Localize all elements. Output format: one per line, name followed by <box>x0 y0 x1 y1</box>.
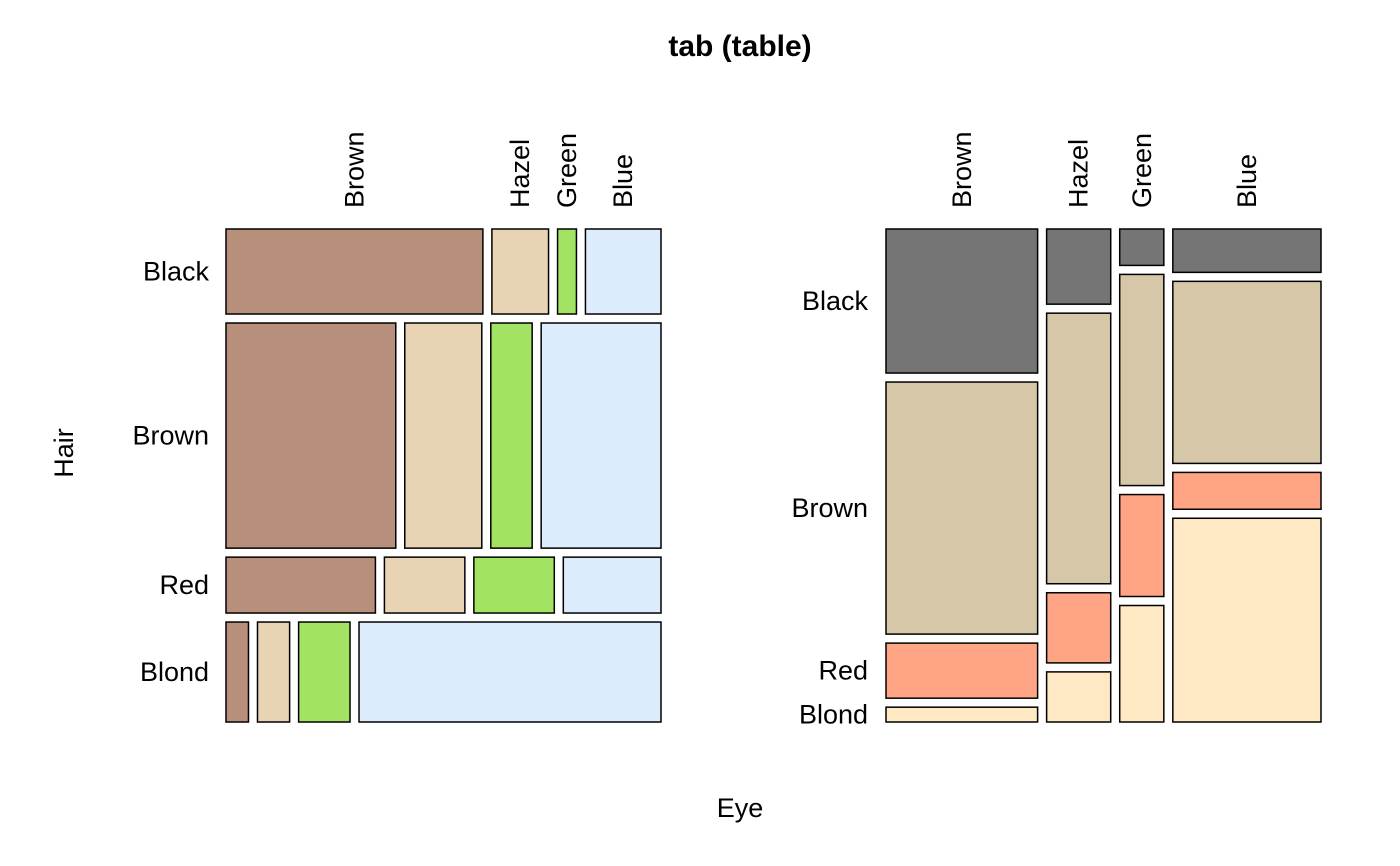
tile-left-black-hair-blue-eye <box>584 228 662 315</box>
column-label-right-blue: Blue <box>1232 154 1262 208</box>
row-label-right-blond: Blond <box>799 700 868 730</box>
column-label-right-green: Green <box>1127 133 1157 208</box>
tile-left-black-hair-green-eye <box>556 228 578 315</box>
tile-right-blue-eye-blond-hair <box>1172 517 1322 723</box>
tile-right-green-eye-black-hair <box>1118 228 1165 267</box>
tile-left-brown-hair-green-eye <box>490 322 533 549</box>
tile-right-hazel-eye-brown-hair <box>1045 312 1112 585</box>
tile-right-hazel-eye-red-hair <box>1045 591 1112 664</box>
tile-right-green-eye-red-hair <box>1118 493 1165 598</box>
tile-right-green-eye-blond-hair <box>1118 604 1165 723</box>
row-label-left-red: Red <box>159 570 209 600</box>
tile-left-brown-hair-blue-eye <box>540 322 662 549</box>
tile-right-hazel-eye-blond-hair <box>1045 671 1112 723</box>
tile-right-brown-eye-blond-hair <box>885 706 1039 723</box>
column-label-left-blue: Blue <box>608 154 638 208</box>
row-label-right-brown: Brown <box>791 493 868 523</box>
left-mosaic-panel: Brown Hazel Green Blue Black Brown Red Blond <box>132 131 662 723</box>
tile-left-red-hair-brown-eye <box>225 556 377 614</box>
tile-left-blond-hair-hazel-eye <box>256 621 291 723</box>
tile-right-green-eye-brown-hair <box>1118 273 1165 487</box>
tile-left-brown-hair-brown-eye <box>225 322 397 549</box>
tile-right-brown-eye-black-hair <box>885 228 1039 374</box>
chart-title: tab (table) <box>668 30 811 63</box>
tile-right-hazel-eye-black-hair <box>1045 228 1112 305</box>
tile-left-brown-hair-hazel-eye <box>404 322 483 549</box>
tile-left-blond-hair-green-eye <box>297 621 351 723</box>
right-mosaic-panel: Black Brown Red Blond Brown Hazel Green Blue <box>791 131 1322 730</box>
tile-left-red-hair-blue-eye <box>562 556 662 614</box>
row-label-left-brown: Brown <box>132 421 209 451</box>
row-label-right-red: Red <box>818 656 868 686</box>
column-label-left-green: Green <box>552 133 582 208</box>
row-label-left-black: Black <box>143 257 210 287</box>
y-axis-label: Hair <box>49 428 79 478</box>
tile-right-blue-eye-brown-hair <box>1172 280 1322 465</box>
column-label-right-brown: Brown <box>947 131 977 208</box>
tile-left-blond-hair-brown-eye <box>225 621 250 723</box>
row-label-right-black: Black <box>802 286 869 316</box>
x-axis-label: Eye <box>717 793 764 823</box>
tile-left-blond-hair-blue-eye <box>358 621 662 723</box>
tile-right-blue-eye-black-hair <box>1172 228 1322 274</box>
tile-left-red-hair-hazel-eye <box>383 556 466 614</box>
column-label-left-hazel: Hazel <box>505 139 535 208</box>
tile-left-red-hair-green-eye <box>473 556 556 614</box>
tile-left-black-hair-brown-eye <box>225 228 484 315</box>
column-label-right-hazel: Hazel <box>1064 139 1094 208</box>
tile-right-brown-eye-red-hair <box>885 642 1039 699</box>
tile-left-black-hair-hazel-eye <box>491 228 550 315</box>
row-label-left-blond: Blond <box>140 657 209 687</box>
tile-right-brown-eye-brown-hair <box>885 381 1039 635</box>
tile-right-blue-eye-red-hair <box>1172 471 1322 511</box>
column-label-left-brown: Brown <box>339 131 369 208</box>
